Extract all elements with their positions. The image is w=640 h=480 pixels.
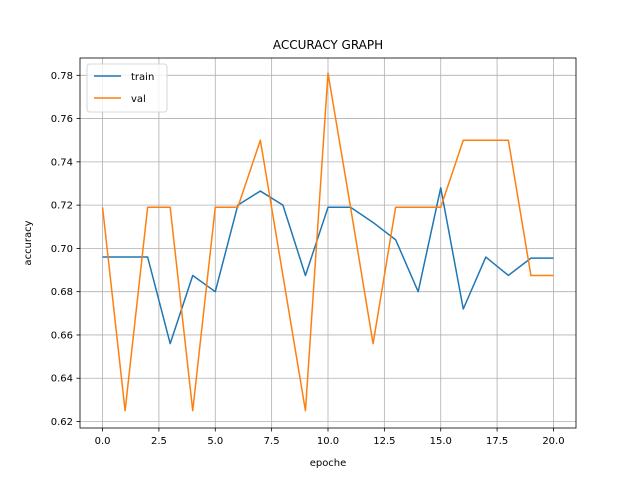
y-axis-label: accuracy bbox=[23, 220, 34, 265]
chart-title: ACCURACY GRAPH bbox=[273, 38, 383, 52]
x-tick-label: 7.5 bbox=[264, 436, 280, 447]
x-tick-label: 0.0 bbox=[95, 436, 111, 447]
legend: train val bbox=[86, 63, 168, 113]
legend-label-val: val bbox=[131, 94, 146, 105]
y-tick-label: 0.76 bbox=[51, 114, 73, 125]
y-tick-label: 0.64 bbox=[51, 374, 73, 385]
legend-box bbox=[86, 63, 168, 113]
y-tick-label: 0.66 bbox=[51, 330, 73, 341]
x-axis-label: epoche bbox=[310, 458, 347, 469]
x-tick-label: 2.5 bbox=[151, 436, 167, 447]
y-tick-label: 0.70 bbox=[51, 244, 73, 255]
y-tick-label: 0.62 bbox=[51, 417, 73, 428]
y-axis-ticks: 0.62 0.64 0.66 0.68 0.70 0.72 0.74 0.76 0.78 bbox=[51, 71, 80, 428]
grid bbox=[80, 58, 576, 428]
y-tick-label: 0.72 bbox=[51, 201, 73, 212]
y-tick-label: 0.74 bbox=[51, 157, 73, 168]
legend-label-train: train bbox=[131, 72, 154, 83]
x-axis-ticks: 0.0 2.5 5.0 7.5 10.0 12.5 15.0 17.5 20.0 bbox=[95, 428, 565, 447]
x-tick-label: 15.0 bbox=[430, 436, 452, 447]
series-line-train bbox=[102, 187, 554, 345]
x-tick-label: 12.5 bbox=[373, 436, 395, 447]
y-tick-label: 0.68 bbox=[51, 287, 73, 298]
x-tick-label: 20.0 bbox=[542, 436, 564, 447]
x-tick-label: 10.0 bbox=[317, 436, 339, 447]
x-tick-label: 5.0 bbox=[207, 436, 223, 447]
x-tick-label: 17.5 bbox=[486, 436, 508, 447]
y-tick-label: 0.78 bbox=[51, 71, 73, 82]
series-lines bbox=[101, 72, 554, 412]
series-line-val bbox=[101, 72, 554, 412]
